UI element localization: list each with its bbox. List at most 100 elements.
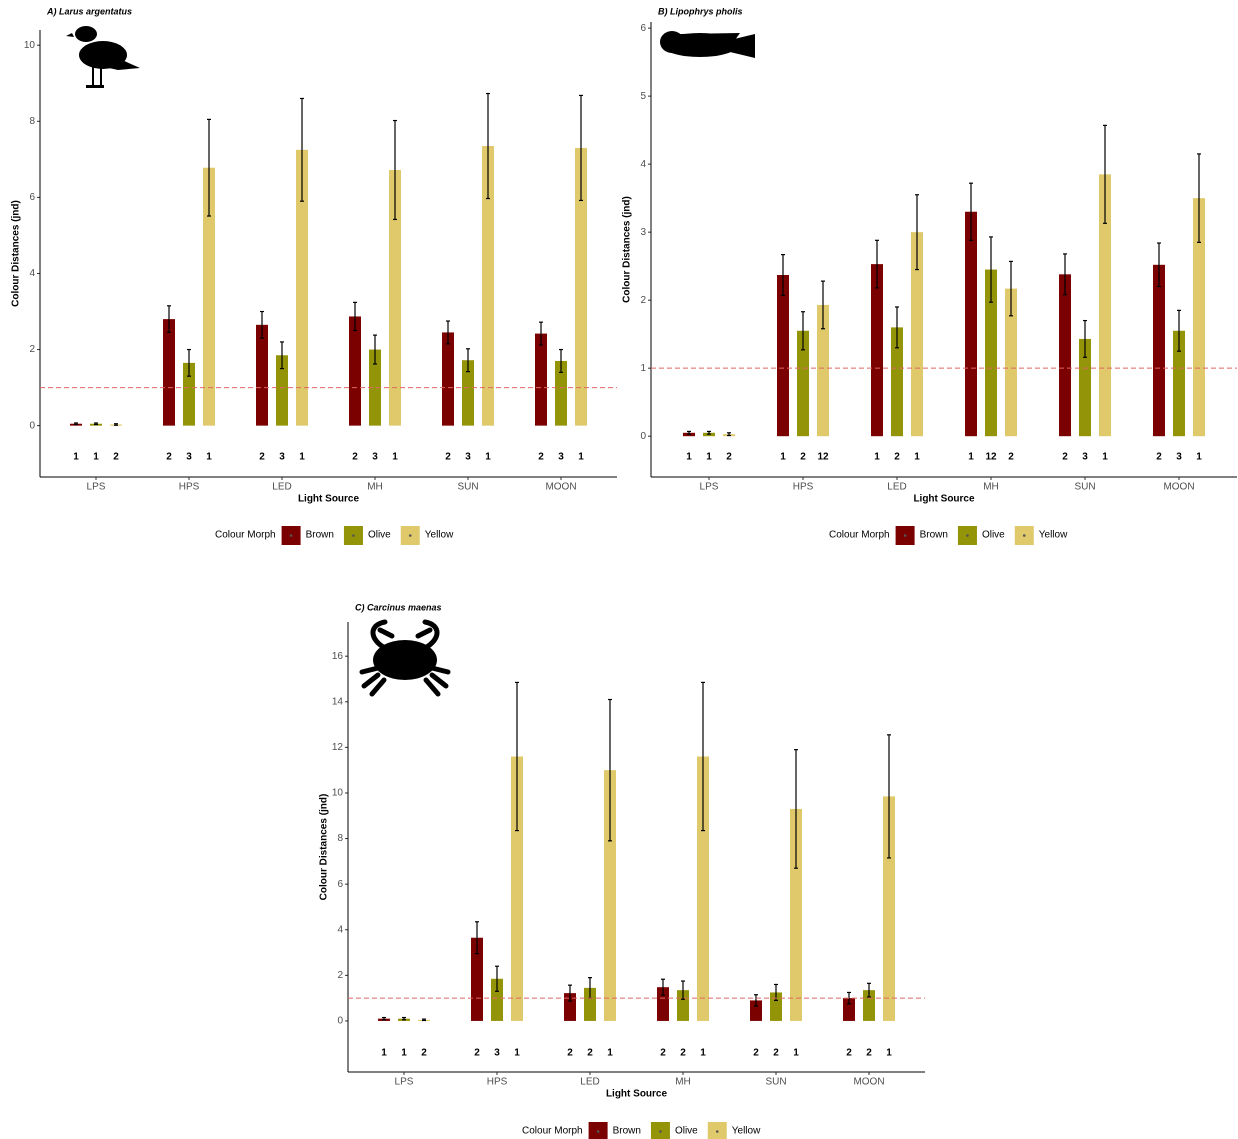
group-label: 1 [874, 452, 880, 463]
legend-label: Brown [306, 530, 334, 541]
group-label: 3 [186, 452, 192, 463]
bar [256, 325, 268, 426]
legend-label: Yellow [425, 530, 454, 541]
chart-title: C) Carcinus maenas [355, 602, 442, 612]
group-label: 1 [485, 452, 491, 463]
y-tick-label: 0 [640, 431, 646, 442]
y-tick-label: 6 [640, 23, 646, 34]
y-tick-label: 4 [640, 159, 646, 170]
y-tick-label: 4 [29, 268, 35, 279]
bar [442, 332, 454, 425]
x-tick-label: LPS [395, 1077, 414, 1088]
group-label: 1 [1102, 452, 1108, 463]
y-tick-label: 6 [29, 192, 35, 203]
y-tick-label: 16 [332, 651, 344, 662]
group-label: 2 [166, 452, 172, 463]
x-axis-title: Light Source [913, 494, 975, 505]
group-label: 3 [465, 452, 471, 463]
legend-dot [290, 534, 293, 537]
group-label: 2 [587, 1048, 593, 1059]
group-label: 1 [706, 452, 712, 463]
y-tick-label: 5 [640, 91, 646, 102]
group-label: 2 [352, 452, 358, 463]
legend-title: Colour Morph [829, 530, 890, 541]
group-label: 2 [421, 1048, 427, 1059]
y-axis-title: Colour Distances (jnd) [11, 200, 22, 307]
y-tick-label: 2 [337, 970, 343, 981]
group-label: 1 [401, 1048, 407, 1059]
y-tick-label: 1 [640, 363, 646, 374]
group-label: 2 [1156, 452, 1162, 463]
x-tick-label: MH [675, 1077, 691, 1088]
legend-dot [659, 1130, 662, 1133]
bar [1153, 265, 1165, 436]
legend-label: Olive [982, 530, 1005, 541]
group-label: 2 [866, 1048, 872, 1059]
group-label: 1 [392, 452, 398, 463]
legend-dot [716, 1130, 719, 1133]
x-tick-label: HPS [179, 482, 200, 493]
x-tick-label: MOON [853, 1077, 884, 1088]
legend-label: Yellow [732, 1126, 761, 1137]
chart-title: A) Larus argentatus [46, 6, 132, 16]
legend-title: Colour Morph [522, 1126, 583, 1137]
x-tick-label: LED [580, 1077, 599, 1088]
y-tick-label: 0 [29, 420, 35, 431]
x-tick-label: MOON [1163, 482, 1194, 493]
group-label: 1 [780, 452, 786, 463]
group-label: 3 [279, 452, 285, 463]
group-label: 1 [73, 452, 79, 463]
x-tick-label: LPS [87, 482, 106, 493]
y-tick-label: 10 [332, 788, 344, 799]
group-label: 3 [494, 1048, 500, 1059]
group-label: 2 [113, 452, 119, 463]
group-label: 2 [894, 452, 900, 463]
figure: A) Larus argentatus0246810Colour Distanc… [0, 0, 1238, 1139]
group-label: 1 [793, 1048, 799, 1059]
legend-dot [597, 1130, 600, 1133]
group-label: 1 [968, 452, 974, 463]
legend-label: Brown [920, 530, 948, 541]
bar [1059, 274, 1071, 436]
group-label: 12 [817, 452, 829, 463]
group-label: 1 [299, 452, 305, 463]
group-label: 3 [1082, 452, 1088, 463]
x-tick-label: SUN [457, 482, 478, 493]
x-axis-title: Light Source [298, 494, 360, 505]
y-tick-label: 6 [337, 879, 343, 890]
group-label: 2 [259, 452, 265, 463]
legend-label: Yellow [1039, 530, 1068, 541]
bar [965, 212, 977, 436]
group-label: 1 [700, 1048, 706, 1059]
legend-dot [966, 534, 969, 537]
bar [163, 319, 175, 426]
group-label: 2 [474, 1048, 480, 1059]
error-bar [382, 1018, 386, 1020]
y-tick-label: 8 [337, 833, 343, 844]
legend-dot [352, 534, 355, 537]
group-label: 2 [846, 1048, 852, 1059]
group-label: 3 [1176, 452, 1182, 463]
x-tick-label: HPS [793, 482, 814, 493]
error-bar [402, 1018, 406, 1020]
x-axis-title: Light Source [606, 1089, 668, 1100]
x-tick-label: MH [367, 482, 383, 493]
group-label: 1 [206, 452, 212, 463]
y-tick-label: 12 [332, 742, 344, 753]
y-tick-label: 8 [29, 116, 35, 127]
group-label: 2 [660, 1048, 666, 1059]
group-label: 1 [686, 452, 692, 463]
chart-title: B) Lipophrys pholis [658, 6, 743, 16]
group-label: 1 [514, 1048, 520, 1059]
y-axis-title: Colour Distances (jnd) [622, 196, 633, 303]
group-label: 1 [1196, 452, 1202, 463]
group-label: 2 [538, 452, 544, 463]
group-label: 2 [753, 1048, 759, 1059]
group-label: 2 [800, 452, 806, 463]
y-axis-title: Colour Distances (jnd) [319, 794, 330, 901]
bar [349, 316, 361, 425]
bar [535, 334, 547, 426]
legend-title: Colour Morph [215, 530, 276, 541]
group-label: 2 [726, 452, 732, 463]
group-label: 2 [567, 1048, 573, 1059]
